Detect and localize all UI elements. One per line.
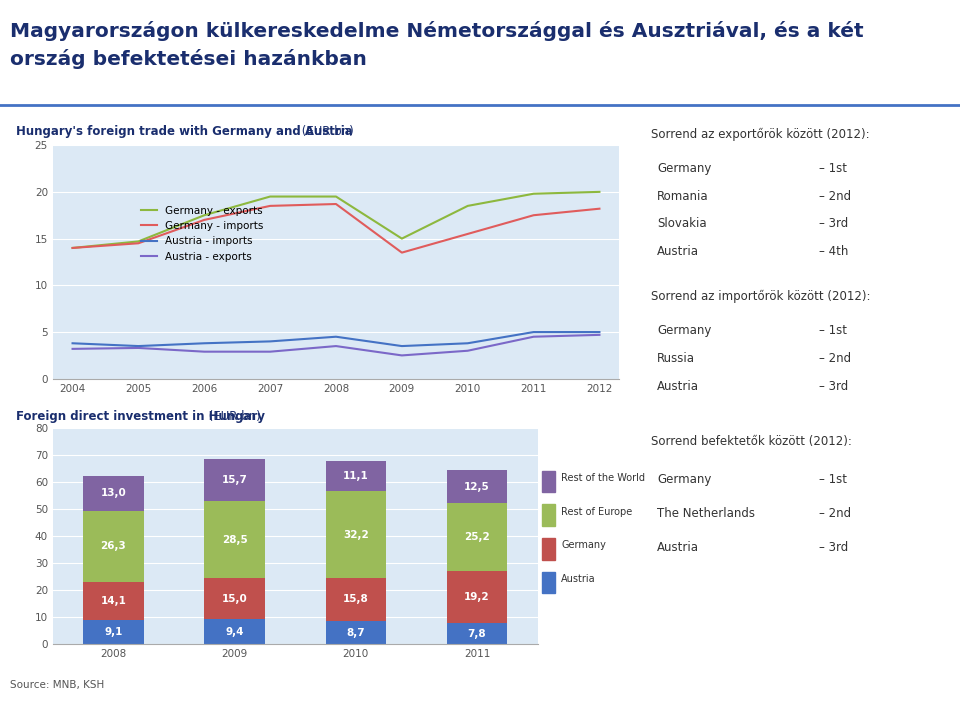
Text: Source: MNB, KSH: Source: MNB, KSH: [10, 680, 104, 690]
Text: Foreign direct investment in Hungary: Foreign direct investment in Hungary: [15, 410, 265, 423]
Text: 13,0: 13,0: [101, 488, 127, 498]
Text: (EUR bn): (EUR bn): [299, 125, 354, 138]
Text: 14,1: 14,1: [101, 595, 127, 605]
Text: 15,0: 15,0: [222, 594, 248, 604]
Bar: [204, 459, 265, 501]
Text: Romania: Romania: [658, 190, 708, 202]
Text: Hungary's foreign trade with Germany and Austria: Hungary's foreign trade with Germany and…: [15, 125, 352, 138]
Text: 32,2: 32,2: [343, 530, 369, 539]
Text: 15,7: 15,7: [222, 475, 248, 485]
Text: Sorrend az exportőrök között (2012):: Sorrend az exportőrök között (2012):: [651, 128, 870, 141]
Bar: [325, 621, 386, 644]
Bar: [446, 503, 507, 571]
Text: 19,2: 19,2: [465, 593, 490, 603]
Text: Austria: Austria: [562, 574, 596, 584]
Text: – 2nd: – 2nd: [820, 190, 852, 202]
Bar: [446, 623, 507, 644]
Bar: [542, 471, 555, 492]
Text: 28,5: 28,5: [222, 535, 248, 545]
Bar: [204, 578, 265, 619]
Text: – 1st: – 1st: [820, 161, 848, 175]
Legend: Germany - exports, Germany - imports, Austria - imports, Austria - exports: Germany - exports, Germany - imports, Au…: [137, 202, 268, 266]
Text: – 4th: – 4th: [820, 246, 849, 258]
Text: 9,1: 9,1: [105, 627, 123, 637]
Bar: [542, 538, 555, 560]
Text: – 1st: – 1st: [820, 474, 848, 486]
Bar: [325, 462, 386, 491]
Text: 11,1: 11,1: [343, 472, 369, 481]
Text: – 1st: – 1st: [820, 324, 848, 337]
Bar: [542, 504, 555, 526]
Text: 7,8: 7,8: [468, 629, 487, 639]
Text: Germany: Germany: [658, 324, 711, 337]
Text: Slovakia: Slovakia: [658, 217, 707, 231]
Bar: [325, 578, 386, 621]
Bar: [204, 501, 265, 578]
Text: Rest of Europe: Rest of Europe: [562, 507, 633, 517]
Text: Sorrend befektetők között (2012):: Sorrend befektetők között (2012):: [651, 435, 852, 447]
Text: The Netherlands: The Netherlands: [658, 507, 756, 520]
Text: Germany: Germany: [658, 161, 711, 175]
Text: Sorrend az importőrök között (2012):: Sorrend az importőrök között (2012):: [651, 290, 871, 303]
Text: Magyarországon külkereskedelme Németországgal és Ausztriával, és a két
ország be: Magyarországon külkereskedelme Németorsz…: [10, 21, 863, 69]
Text: 15,8: 15,8: [343, 595, 369, 605]
Text: – 3rd: – 3rd: [820, 540, 849, 554]
Text: Austria: Austria: [658, 540, 699, 554]
Text: 26,3: 26,3: [101, 541, 127, 551]
Text: 8,7: 8,7: [347, 627, 365, 637]
Bar: [325, 491, 386, 578]
Bar: [84, 582, 144, 620]
Text: Rest of the World: Rest of the World: [562, 473, 645, 483]
Text: 9,4: 9,4: [226, 627, 244, 636]
Text: Germany: Germany: [658, 474, 711, 486]
Bar: [446, 469, 507, 503]
Bar: [204, 619, 265, 644]
Text: Austria: Austria: [658, 246, 699, 258]
Text: 25,2: 25,2: [464, 532, 490, 542]
Text: Austria: Austria: [658, 379, 699, 393]
Bar: [446, 571, 507, 623]
Text: – 3rd: – 3rd: [820, 217, 849, 231]
Bar: [84, 510, 144, 582]
Bar: [84, 620, 144, 644]
Text: – 2nd: – 2nd: [820, 352, 852, 365]
Text: Russia: Russia: [658, 352, 695, 365]
Bar: [542, 572, 555, 593]
Text: Germany: Germany: [562, 540, 607, 550]
Text: – 2nd: – 2nd: [820, 507, 852, 520]
Text: 12,5: 12,5: [464, 481, 490, 491]
Text: – 3rd: – 3rd: [820, 379, 849, 393]
Bar: [84, 476, 144, 510]
Text: (EUR bn): (EUR bn): [205, 410, 261, 423]
